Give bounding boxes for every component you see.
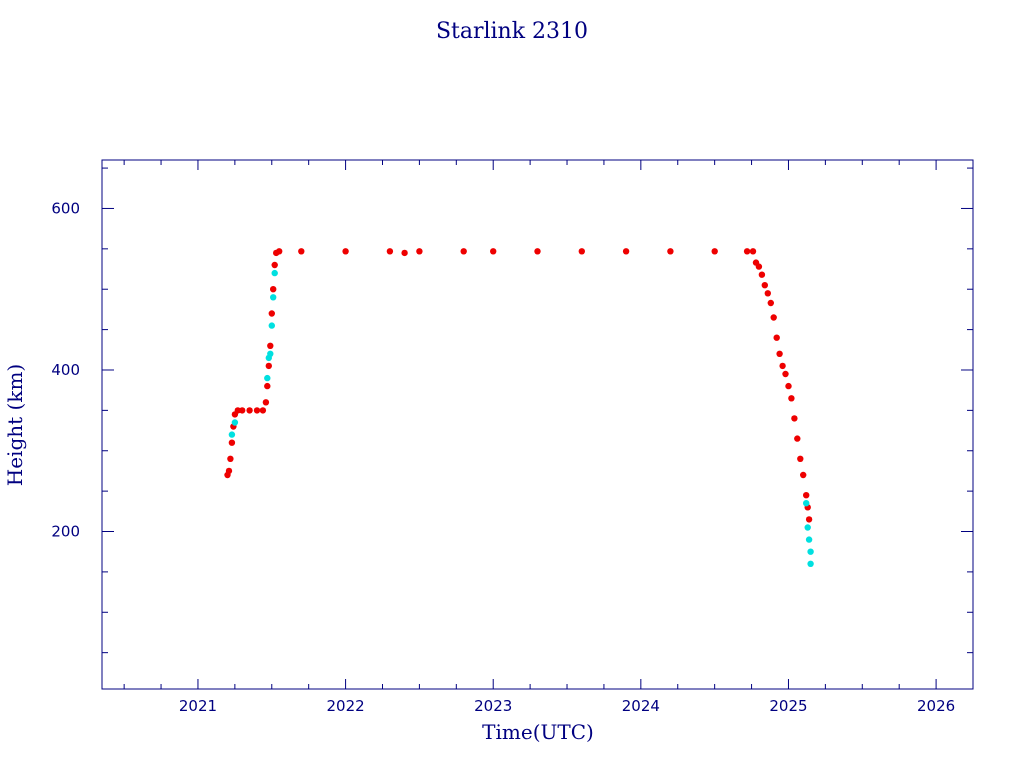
data-point-red (534, 248, 540, 254)
data-point-red (776, 351, 782, 357)
chart-title: Starlink 2310 (436, 19, 588, 44)
data-point-cyan (803, 500, 809, 506)
data-point-cyan (807, 549, 813, 555)
data-point-red (756, 263, 762, 269)
axis-tick-labels: 2021 2022 2023 2024 2025 2026 200 400 600 (51, 199, 955, 715)
x-tick-label: 2025 (769, 697, 807, 715)
x-tick-label: 2023 (474, 697, 512, 715)
x-tick-label: 2022 (326, 697, 364, 715)
data-point-red (229, 440, 235, 446)
data-point-red (779, 363, 785, 369)
data-point-cyan (269, 322, 275, 328)
data-point-red (416, 248, 422, 254)
y-tick-label: 400 (51, 361, 80, 379)
data-point-red (267, 343, 273, 349)
data-point-red (750, 248, 756, 254)
data-point-red (797, 456, 803, 462)
data-point-red (260, 407, 266, 413)
data-point-red (269, 310, 275, 316)
data-points (224, 248, 814, 567)
x-tick-label: 2026 (917, 697, 955, 715)
data-point-cyan (267, 351, 273, 357)
data-point-red (490, 248, 496, 254)
data-point-red (264, 383, 270, 389)
y-tick-label: 600 (51, 199, 80, 217)
data-point-cyan (270, 294, 276, 300)
data-point-red (298, 248, 304, 254)
data-point-red (254, 407, 260, 413)
data-point-red (791, 415, 797, 421)
data-point-cyan (229, 431, 235, 437)
data-point-red (744, 248, 750, 254)
data-point-red (239, 407, 245, 413)
data-point-red (623, 248, 629, 254)
data-point-cyan (264, 375, 270, 381)
data-point-red (759, 272, 765, 278)
data-point-red (794, 435, 800, 441)
data-point-red (401, 250, 407, 256)
data-point-red (803, 492, 809, 498)
data-point-red (246, 407, 252, 413)
data-point-cyan (232, 419, 238, 425)
data-point-red (806, 516, 812, 522)
data-point-red (342, 248, 348, 254)
data-point-red (774, 335, 780, 341)
data-point-red (226, 468, 232, 474)
data-point-red (270, 286, 276, 292)
data-point-red (771, 314, 777, 320)
data-point-red (785, 383, 791, 389)
data-point-red (788, 395, 794, 401)
data-point-red (765, 290, 771, 296)
data-point-red (227, 456, 233, 462)
data-point-red (461, 248, 467, 254)
data-point-red (762, 282, 768, 288)
data-point-red (263, 399, 269, 405)
x-tick-label: 2021 (179, 697, 217, 715)
data-point-cyan (806, 536, 812, 542)
data-point-cyan (272, 270, 278, 276)
x-tick-label: 2024 (622, 697, 660, 715)
data-point-red (272, 262, 278, 268)
y-tick-label: 200 (51, 523, 80, 541)
data-point-red (768, 300, 774, 306)
data-point-red (387, 248, 393, 254)
data-point-red (579, 248, 585, 254)
y-axis-label: Height (km) (3, 364, 27, 486)
data-point-red (667, 248, 673, 254)
data-point-red (712, 248, 718, 254)
data-point-red (276, 248, 282, 254)
data-point-red (800, 472, 806, 478)
x-axis-label: Time(UTC) (482, 720, 594, 744)
data-point-cyan (807, 561, 813, 567)
data-point-red (266, 363, 272, 369)
data-point-cyan (805, 524, 811, 530)
data-point-red (782, 371, 788, 377)
